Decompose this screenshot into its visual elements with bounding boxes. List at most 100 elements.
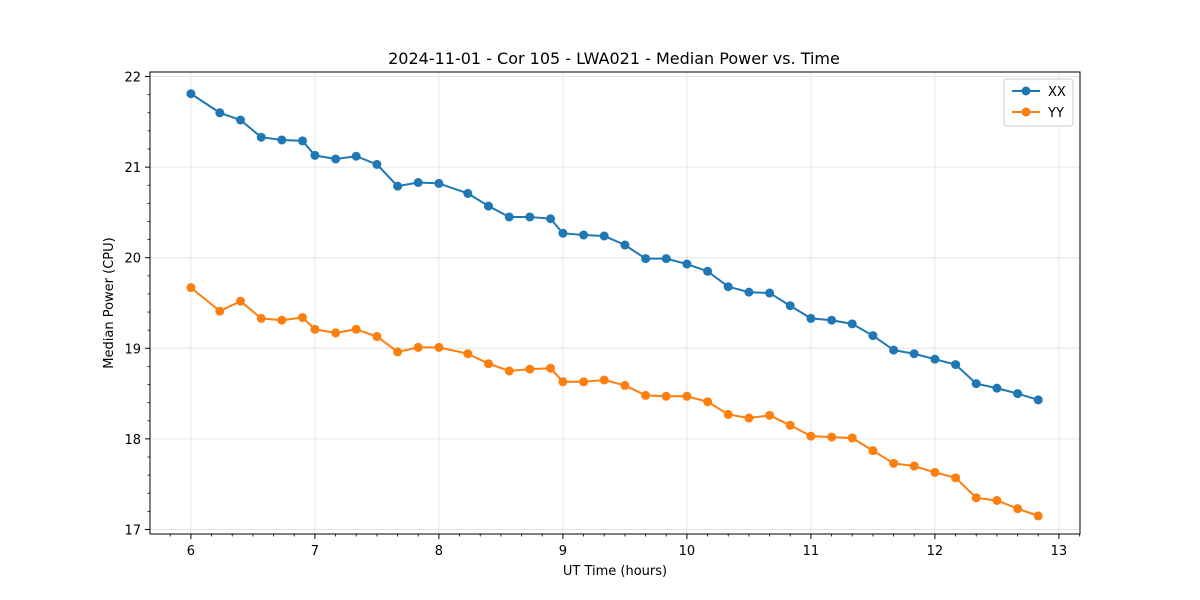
data-point-xx [661,254,671,264]
data-point-yy [723,409,733,419]
data-point-xx [847,319,857,329]
data-point-yy [1033,511,1043,521]
data-point-yy [546,363,556,373]
data-point-xx [236,115,246,125]
data-point-yy [393,347,403,357]
data-point-xx [186,89,196,99]
data-point-xx [703,266,713,276]
data-point-yy [785,420,795,430]
x-tick-label: 8 [435,544,443,559]
data-point-xx [504,212,514,222]
data-point-yy [310,324,320,334]
data-point-yy [806,431,816,441]
data-point-xx [393,181,403,191]
data-point-yy [351,324,361,334]
y-tick-label: 19 [124,342,141,357]
legend-marker-xx [1021,86,1031,96]
data-point-xx [785,301,795,311]
data-point-xx [723,282,733,292]
data-point-xx [579,230,589,240]
data-point-xx [992,383,1002,393]
legend-label-yy: YY [1047,106,1064,121]
data-point-xx [971,379,981,389]
data-point-yy [579,377,589,387]
data-point-xx [909,349,919,359]
data-point-xx [434,178,444,188]
data-point-yy [889,458,899,468]
data-point-yy [525,364,535,374]
data-point-yy [682,391,692,401]
y-tick-label: 17 [124,523,141,538]
data-point-xx [744,287,754,297]
data-point-yy [992,495,1002,505]
data-point-xx [1013,389,1023,399]
plot-frame [149,71,1081,535]
data-point-xx [351,151,361,161]
y-tick-label: 20 [124,252,141,267]
data-point-xx [525,212,535,222]
legend: XX YY [1003,78,1074,127]
data-point-xx [951,360,961,370]
data-point-xx [463,188,473,198]
data-point-yy [641,390,651,400]
data-point-xx [682,259,692,269]
x-tick-label: 11 [803,544,820,559]
data-point-yy [463,349,473,359]
data-point-xx [889,345,899,355]
data-point-yy [703,397,713,407]
data-point-yy [847,433,857,443]
y-tick-label: 22 [124,71,141,86]
x-tick-label: 6 [187,544,195,559]
data-point-xx [331,154,341,164]
data-point-xx [546,214,556,224]
data-point-xx [256,132,266,142]
data-point-xx [765,288,775,298]
data-point-yy [620,380,630,390]
data-point-xx [298,136,308,146]
data-point-xx [1033,395,1043,405]
data-point-xx [277,135,287,145]
data-point-yy [484,359,494,369]
data-point-yy [661,391,671,401]
data-point-yy [951,473,961,483]
data-point-yy [236,296,246,306]
data-point-yy [930,467,940,477]
data-point-yy [331,328,341,338]
data-point-xx [806,313,816,323]
data-point-yy [277,315,287,325]
legend-marker-yy [1021,107,1031,117]
x-tick-label: 9 [559,544,567,559]
data-point-yy [744,413,754,423]
data-point-yy [909,461,919,471]
data-point-yy [504,366,514,376]
grid-lines [150,72,1080,534]
data-point-xx [599,231,609,241]
data-point-yy [372,332,382,342]
data-point-xx [310,150,320,160]
data-point-yy [827,432,837,442]
data-point-yy [558,377,568,387]
data-point-yy [298,312,308,322]
data-point-yy [599,375,609,385]
data-point-xx [868,331,878,341]
data-series [186,89,1043,521]
data-point-xx [413,178,423,188]
data-point-yy [186,283,196,293]
data-point-xx [372,159,382,169]
data-point-xx [558,228,568,238]
data-point-xx [930,354,940,364]
data-point-xx [827,315,837,325]
data-point-yy [1013,504,1023,514]
chart-title: 2024-11-01 - Cor 105 - LWA021 - Median P… [388,49,840,68]
y-axis-label: Median Power (CPU) [102,237,117,368]
x-tick-label: 12 [927,544,944,559]
series-line-yy [190,286,1039,517]
data-point-yy [765,410,775,420]
axis-ticks: 6 7 8 9 10 11 12 13 17 18 19 20 21 22 [124,71,1081,559]
data-point-yy [971,493,981,503]
x-tick-label: 13 [1051,544,1068,559]
legend-label-xx: XX [1048,85,1066,100]
data-point-yy [215,306,225,316]
data-point-xx [641,254,651,264]
